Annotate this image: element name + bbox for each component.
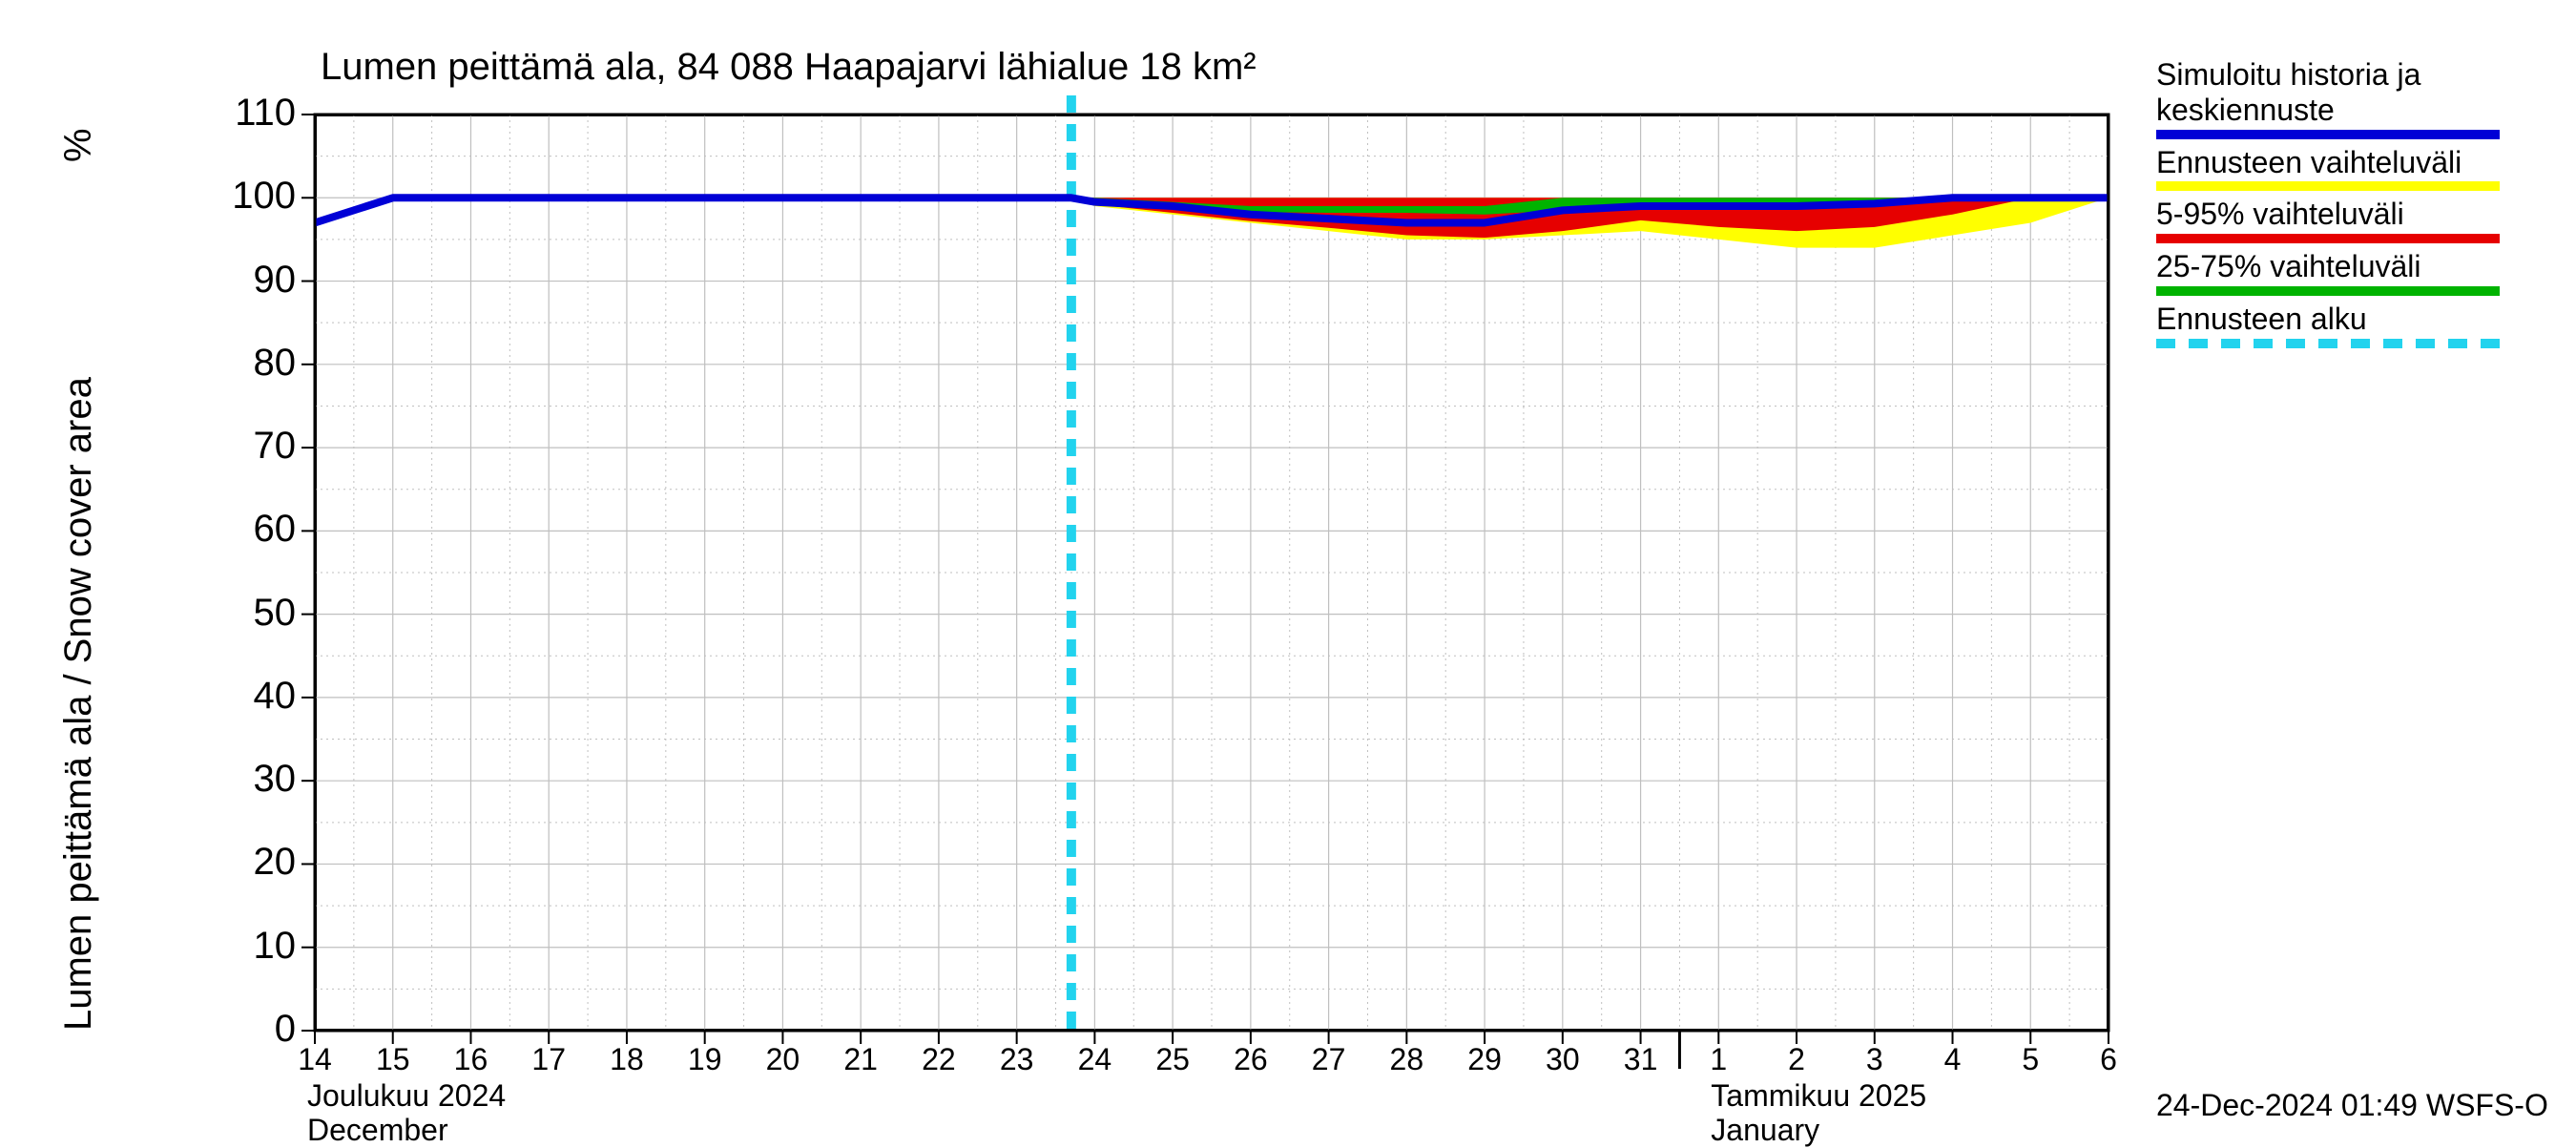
x-tick-label: 31 [1622, 1042, 1660, 1077]
x-tick-label: 28 [1387, 1042, 1425, 1077]
legend-item: 5-95% vaihteluväli [2156, 197, 2500, 243]
x-tick-label: 27 [1310, 1042, 1348, 1077]
x-tick-label: 6 [2089, 1042, 2128, 1077]
x-tick-label: 26 [1232, 1042, 1270, 1077]
y-tick-label: 40 [210, 675, 296, 718]
y-tick-label: 10 [210, 925, 296, 968]
month-label-fi: Tammikuu 2025 [1711, 1078, 1926, 1114]
legend-label: Ennusteen vaihteluväli [2156, 145, 2500, 180]
legend-label: 25-75% vaihteluväli [2156, 249, 2500, 284]
y-tick-label: 20 [210, 841, 296, 884]
x-tick-label: 17 [530, 1042, 568, 1077]
legend-swatch [2156, 286, 2500, 296]
x-tick-label: 15 [374, 1042, 412, 1077]
legend-swatch [2156, 234, 2500, 243]
y-axis-unit: % [57, 128, 100, 162]
y-tick-label: 90 [210, 259, 296, 302]
legend-item: Ennusteen alku [2156, 302, 2500, 348]
x-tick-label: 3 [1856, 1042, 1894, 1077]
x-tick-label: 20 [763, 1042, 801, 1077]
legend-label: 5-95% vaihteluväli [2156, 197, 2500, 232]
x-tick-label: 22 [920, 1042, 958, 1077]
y-tick-label: 80 [210, 342, 296, 385]
plot-svg [315, 115, 2109, 1031]
x-tick-label: 29 [1465, 1042, 1504, 1077]
legend-item: Ennusteen vaihteluväli [2156, 145, 2500, 192]
x-tick-label: 1 [1699, 1042, 1737, 1077]
x-tick-label: 30 [1544, 1042, 1582, 1077]
y-axis-label: Lumen peittämä ala / Snow cover area [57, 377, 100, 1031]
y-tick-label: 110 [210, 92, 296, 135]
y-tick-label: 60 [210, 508, 296, 551]
y-tick-label: 70 [210, 425, 296, 468]
legend-label: keskiennuste [2156, 93, 2500, 128]
month-label-fi: Joulukuu 2024 [307, 1078, 506, 1114]
month-label-en: December [307, 1113, 448, 1148]
legend-item: Simuloitu historia jakeskiennuste [2156, 57, 2500, 139]
x-tick-label: 4 [1934, 1042, 1972, 1077]
chart-title: Lumen peittämä ala, 84 088 Haapajarvi lä… [321, 46, 1257, 89]
x-tick-label: 18 [608, 1042, 646, 1077]
legend-swatch [2156, 130, 2500, 139]
legend-swatch [2156, 181, 2500, 191]
legend-label: Ennusteen alku [2156, 302, 2500, 337]
y-tick-label: 0 [210, 1008, 296, 1051]
month-label-en: January [1711, 1113, 1819, 1148]
legend-item: 25-75% vaihteluväli [2156, 249, 2500, 296]
x-tick-label: 16 [451, 1042, 489, 1077]
x-tick-label: 19 [686, 1042, 724, 1077]
y-tick-label: 100 [210, 175, 296, 218]
x-tick-label: 21 [841, 1042, 880, 1077]
legend-swatch [2156, 339, 2500, 348]
x-tick-label: 24 [1075, 1042, 1113, 1077]
x-tick-label: 5 [2011, 1042, 2049, 1077]
x-tick-label: 23 [998, 1042, 1036, 1077]
y-tick-label: 50 [210, 592, 296, 635]
y-tick-label: 30 [210, 758, 296, 801]
chart-container: Lumen peittämä ala, 84 088 Haapajarvi lä… [0, 0, 2576, 1145]
x-tick-label: 2 [1777, 1042, 1816, 1077]
legend-label: Simuloitu historia ja [2156, 57, 2500, 93]
legend: Simuloitu historia jakeskiennuste Ennuste… [2156, 57, 2500, 354]
x-tick-label: 14 [296, 1042, 334, 1077]
chart-footer: 24-Dec-2024 01:49 WSFS-O [2156, 1088, 2548, 1123]
x-tick-label: 25 [1153, 1042, 1192, 1077]
